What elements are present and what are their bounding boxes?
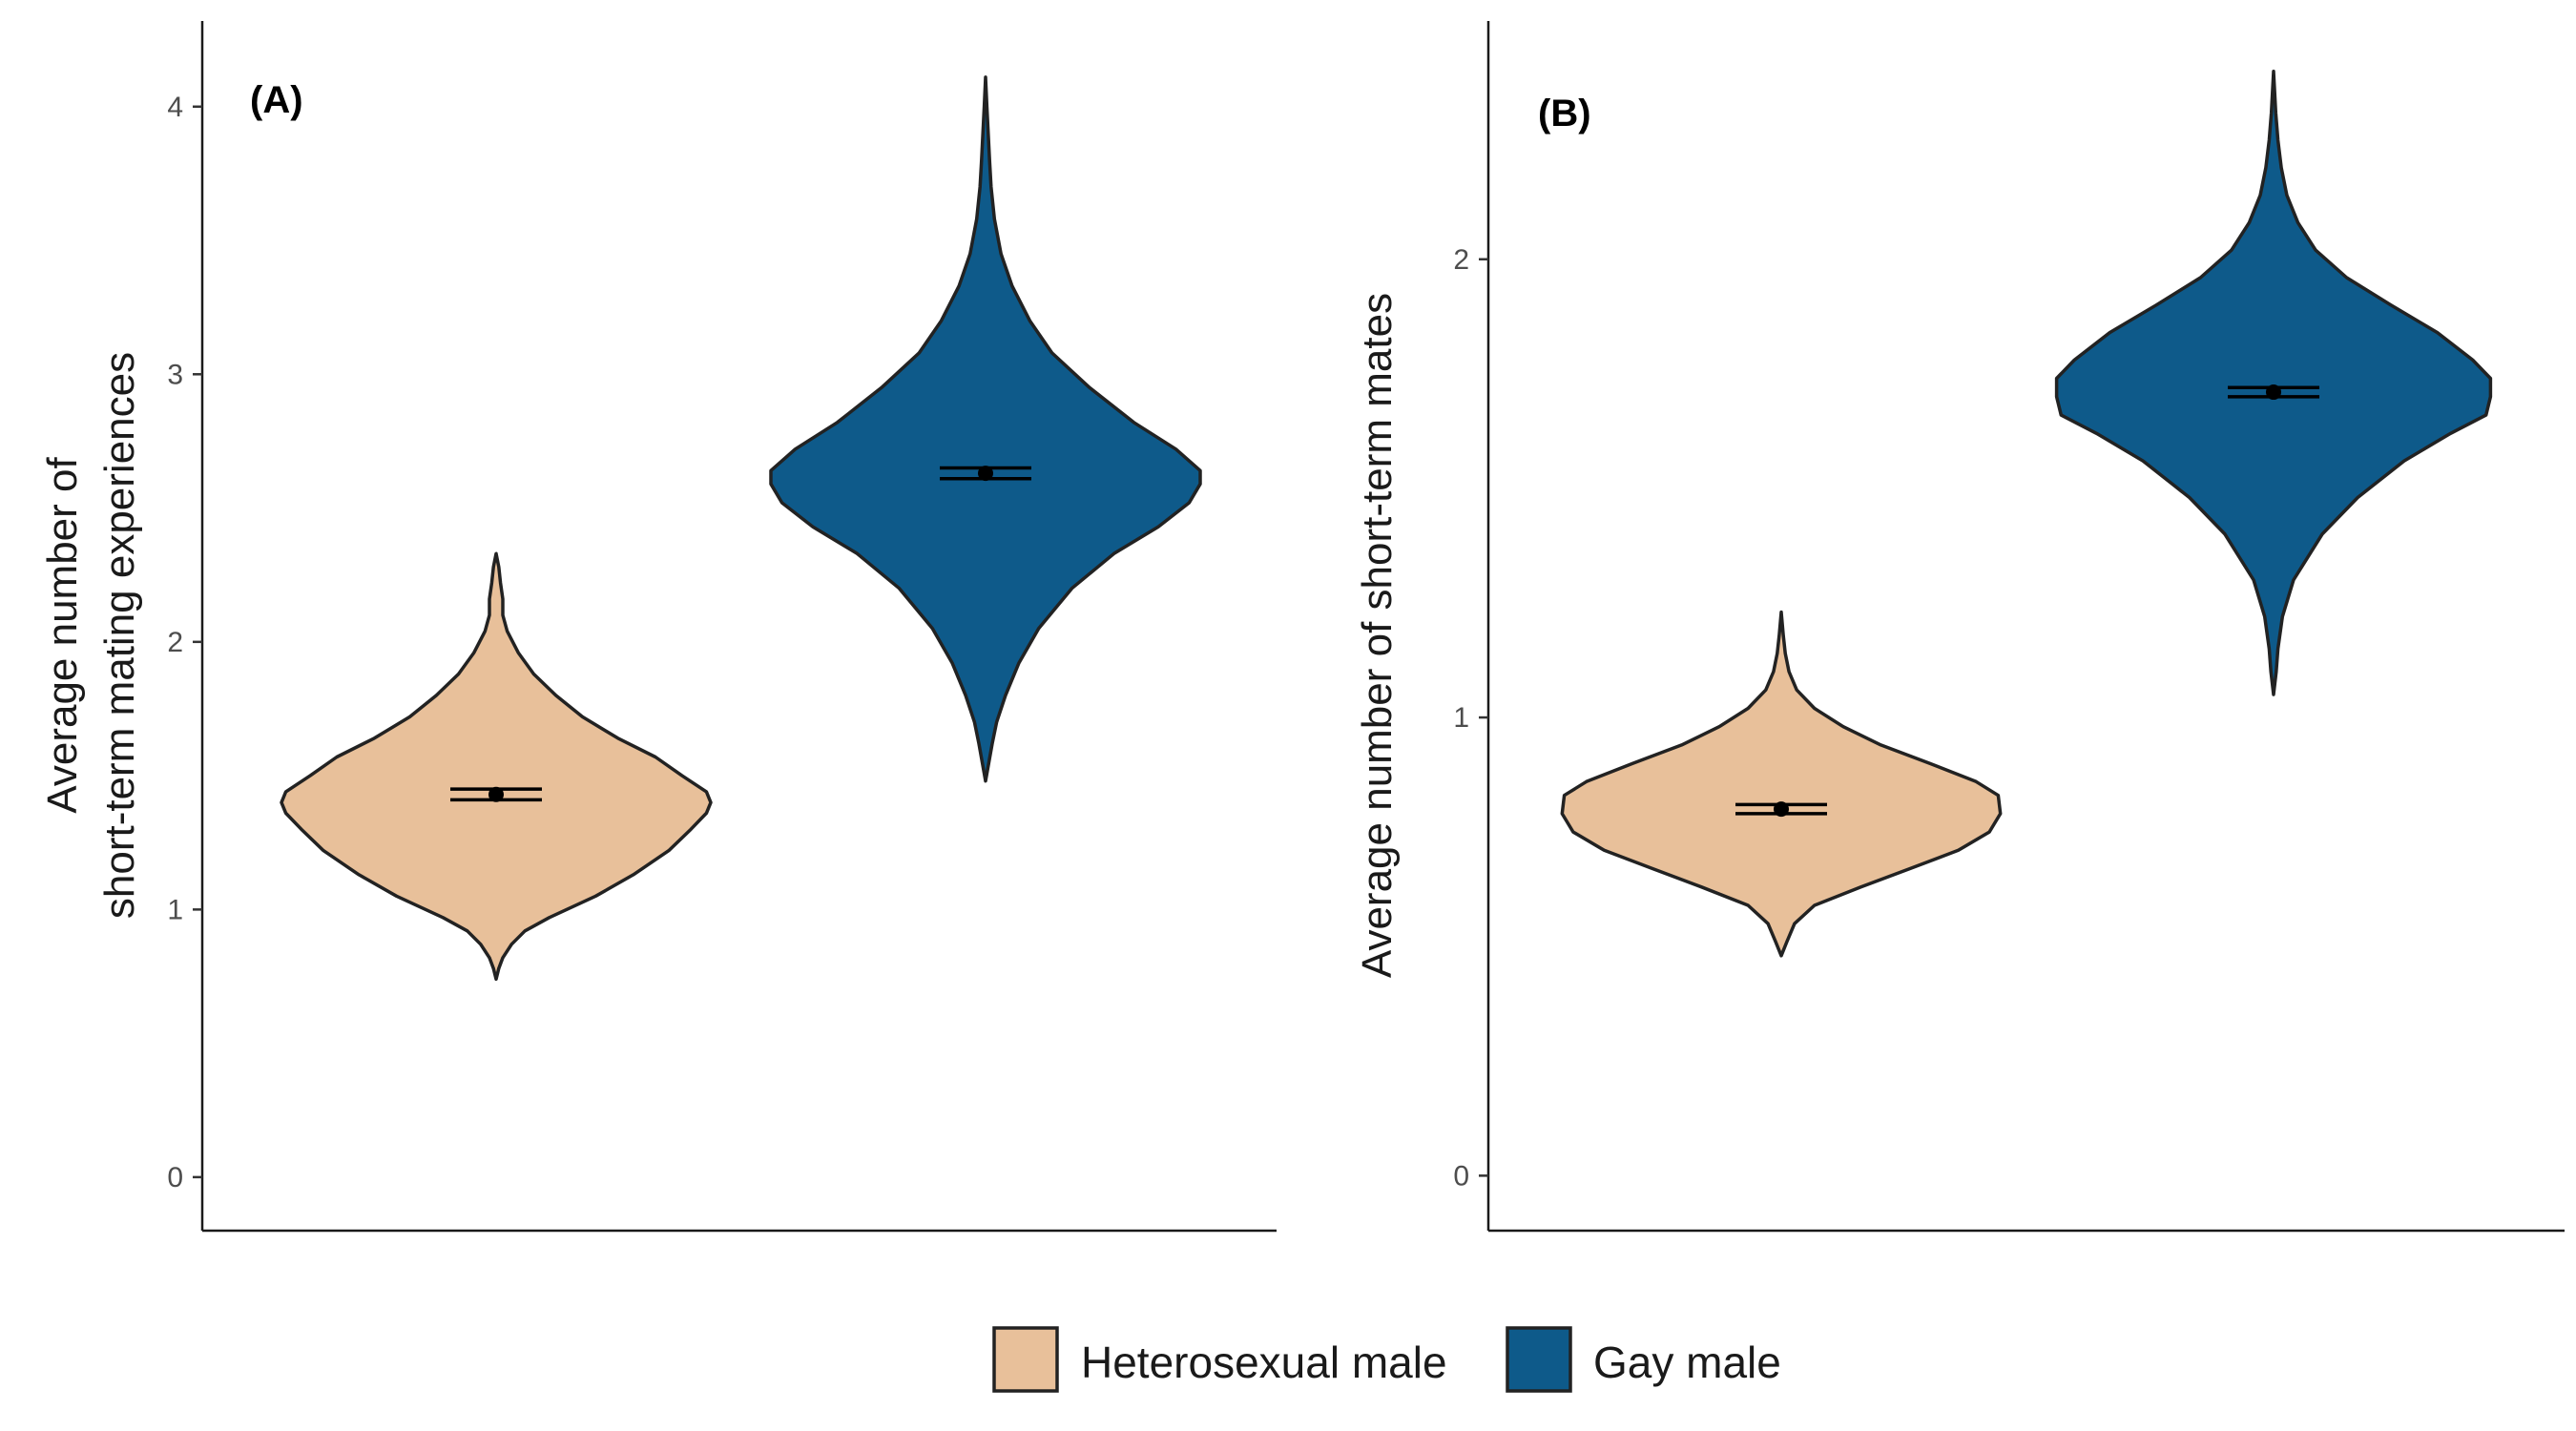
violin-gay-male bbox=[2054, 70, 2493, 696]
y-tick-label: 3 bbox=[167, 359, 183, 390]
legend: Heterosexual male Gay male bbox=[992, 1326, 1781, 1393]
legend-label: Heterosexual male bbox=[1081, 1338, 1447, 1387]
mean-point bbox=[2266, 384, 2281, 401]
panel-b: 0 1 2 Average number of short-term mates (B) bbox=[1354, 21, 2565, 1233]
y-tick-label: 2 bbox=[1453, 244, 1469, 276]
mean-point bbox=[978, 466, 993, 482]
y-axis-title: Average number of bbox=[39, 457, 86, 814]
violin-heterosexual-male bbox=[1560, 610, 2003, 958]
y-tick-label: 0 bbox=[1453, 1160, 1469, 1192]
mean-point bbox=[1774, 801, 1789, 818]
panel-a: 0 1 2 3 4 Average number of short-term mating … bbox=[39, 21, 1277, 1233]
panel-label: (A) bbox=[250, 79, 303, 121]
mean-point bbox=[488, 786, 504, 802]
violin-gay-male bbox=[769, 75, 1202, 783]
y-axis-title: short-term mating experiences bbox=[96, 352, 143, 919]
legend-swatch bbox=[992, 1326, 1059, 1393]
y-tick-label: 1 bbox=[1453, 702, 1469, 734]
y-tick-label: 2 bbox=[167, 627, 183, 658]
violin-heterosexual-male bbox=[280, 551, 713, 982]
y-axis-title: Average number of short-term mates bbox=[1354, 293, 1401, 978]
panel-label: (B) bbox=[1538, 93, 1591, 135]
legend-swatch bbox=[1506, 1326, 1572, 1393]
legend-label: Gay male bbox=[1593, 1338, 1781, 1387]
y-tick-label: 1 bbox=[167, 894, 183, 925]
y-tick-label: 4 bbox=[167, 92, 183, 123]
y-tick-label: 0 bbox=[167, 1162, 183, 1193]
